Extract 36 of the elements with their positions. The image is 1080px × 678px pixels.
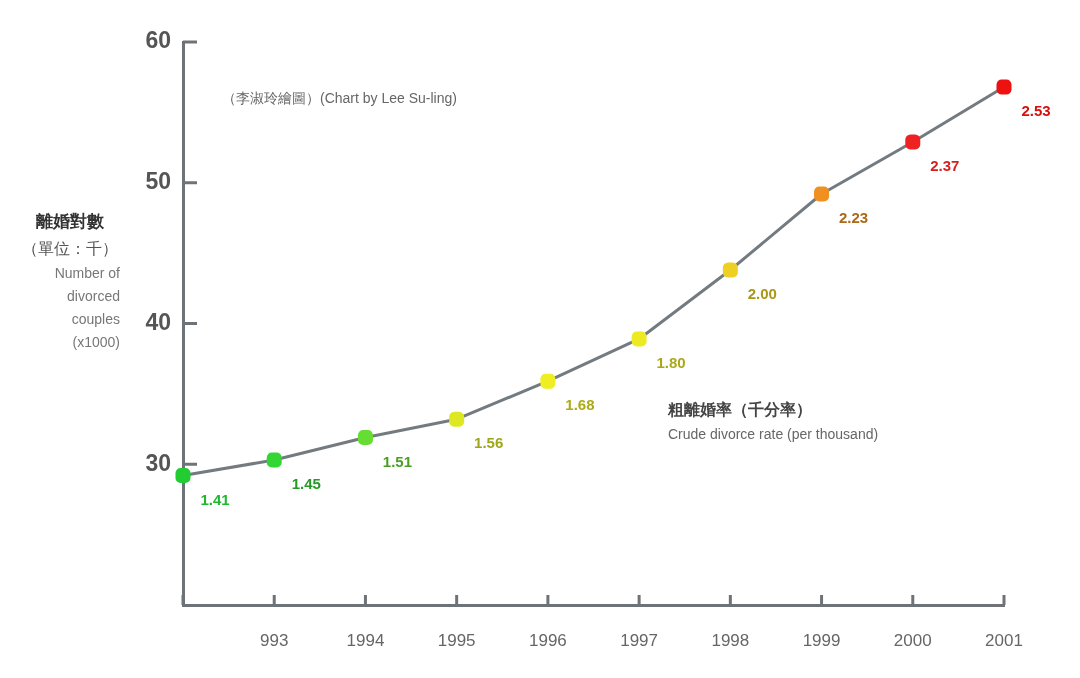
x-tick-label: 2001 (985, 630, 1023, 650)
x-tick-label: 1999 (802, 630, 841, 650)
y-tick-label: 50 (145, 168, 171, 195)
x-tick-label: 1997 (620, 630, 659, 650)
annotation: 粗離婚率（千分率） Crude divorce rate (per thousand) (668, 400, 879, 444)
point (449, 411, 465, 427)
x-tick-label: 993 (260, 630, 289, 650)
y-tick-label: 30 (145, 449, 171, 476)
point (905, 134, 921, 150)
annotation: 1.68 (565, 396, 595, 414)
annotation: 1.45 (291, 475, 321, 493)
x-tick-label: 1995 (437, 630, 476, 650)
point (722, 262, 738, 278)
point (357, 430, 373, 446)
x-tick-label: 1994 (346, 630, 385, 650)
point (266, 452, 282, 468)
point (996, 79, 1012, 95)
annotation: 2.37 (930, 157, 960, 175)
annotation: 1.80 (656, 354, 686, 372)
point (540, 373, 556, 389)
point (814, 186, 830, 202)
annotation: 1.51 (382, 452, 413, 470)
y-tick-label: 40 (145, 308, 171, 335)
x-tick-label: 1998 (711, 630, 750, 650)
annotation: （李淑玲繪圖）(Chart by Lee Su-ling) (222, 89, 457, 108)
annotation: 1.56 (474, 434, 504, 452)
annotation: 2.23 (838, 209, 869, 227)
annotation: 1.41 (200, 490, 230, 508)
point (631, 331, 647, 347)
point (175, 468, 191, 484)
x-tick-label: 2000 (893, 630, 932, 650)
y-axis-title: 離婚對數（單位：千） Number of divorced couples (x1000) (21, 211, 120, 352)
annotation: 2.53 (1021, 102, 1051, 120)
y-tick-label: 60 (145, 27, 171, 54)
annotation: 2.00 (747, 285, 777, 303)
x-tick-label: 1996 (528, 630, 567, 650)
